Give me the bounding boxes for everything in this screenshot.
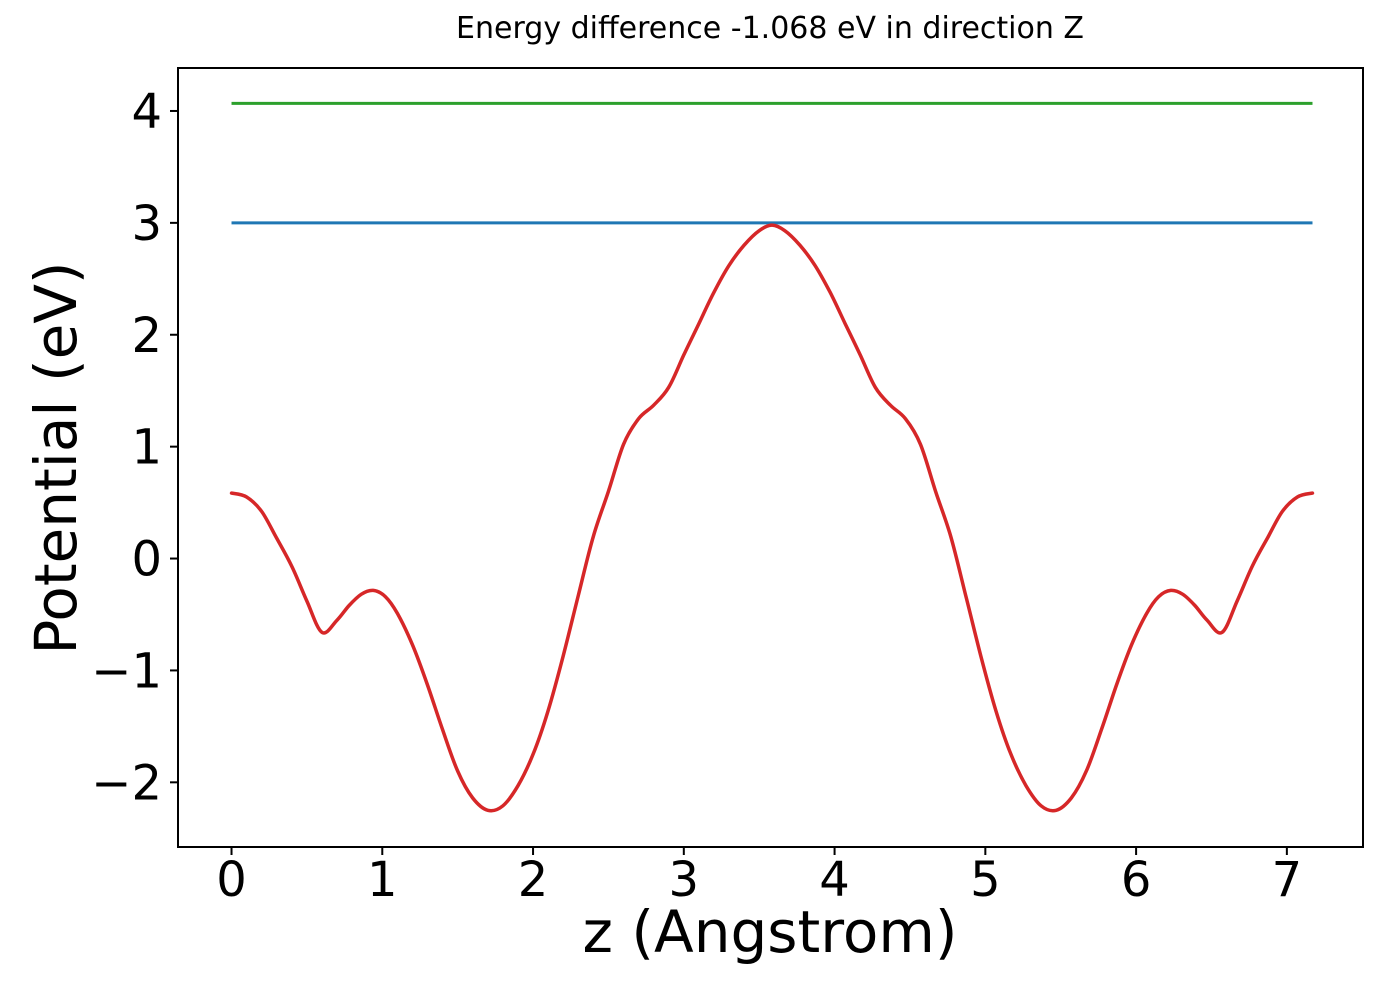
y-tick-label: −2 xyxy=(91,755,162,811)
x-tick-label: 6 xyxy=(1121,852,1152,908)
x-axis-label: z (Angstrom) xyxy=(583,898,958,966)
y-tick-label: 2 xyxy=(131,308,162,364)
plot-border xyxy=(177,67,1364,848)
x-tick-label: 3 xyxy=(669,852,700,908)
x-tick-label: 1 xyxy=(367,852,398,908)
red-potential-curve xyxy=(229,223,1315,813)
plot-area xyxy=(177,67,1364,848)
chart-title: Energy difference -1.068 eV in direction… xyxy=(456,11,1084,46)
x-tick-label: 4 xyxy=(819,852,850,908)
x-axis-ticks: 0 1 2 3 4 5 6 7 xyxy=(216,847,1302,908)
y-tick-label: −1 xyxy=(91,643,162,699)
y-axis-ticks: −2 −1 0 1 2 3 4 xyxy=(91,84,178,811)
y-tick-label: 4 xyxy=(131,84,162,140)
x-tick-label: 5 xyxy=(970,852,1001,908)
y-axis-label: Potential (eV) xyxy=(22,261,90,654)
y-tick-label: 3 xyxy=(131,196,162,252)
series-layer xyxy=(229,101,1315,813)
y-tick-label: 1 xyxy=(131,420,162,476)
x-tick-label: 7 xyxy=(1272,852,1303,908)
x-tick-label: 2 xyxy=(518,852,549,908)
y-tick-label: 0 xyxy=(131,532,162,588)
x-tick-label: 0 xyxy=(216,852,247,908)
